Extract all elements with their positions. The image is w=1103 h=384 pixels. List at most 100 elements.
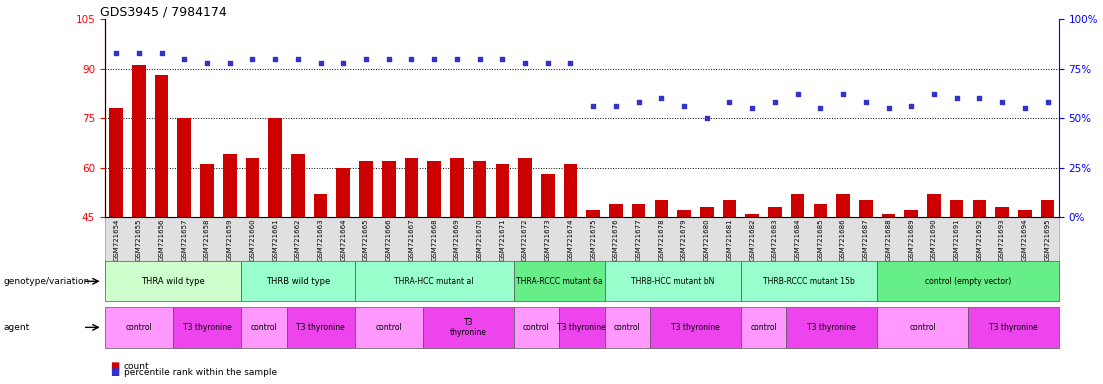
Point	[448, 56, 465, 62]
Bar	[473, 161, 486, 217]
Point	[175, 56, 193, 62]
Bar	[154, 75, 169, 217]
Text: T3 thyronine: T3 thyronine	[807, 323, 856, 332]
Point	[880, 105, 898, 111]
Bar	[540, 174, 555, 217]
Point	[720, 99, 738, 105]
Point	[152, 50, 170, 56]
Point	[607, 103, 624, 109]
Text: control: control	[250, 323, 277, 332]
Point	[834, 91, 852, 98]
Bar	[950, 200, 964, 217]
Text: agent: agent	[3, 323, 30, 332]
Text: GDS3945 / 7984174: GDS3945 / 7984174	[100, 5, 227, 18]
Point	[403, 56, 420, 62]
Point	[357, 56, 375, 62]
Text: T3 thyronine: T3 thyronine	[989, 323, 1038, 332]
Bar	[722, 200, 737, 217]
Point	[971, 95, 988, 101]
Text: control: control	[375, 323, 403, 332]
Point	[1039, 99, 1057, 105]
Bar	[791, 194, 804, 217]
Bar	[405, 158, 418, 217]
Point	[107, 50, 125, 56]
Text: ■: ■	[110, 361, 119, 371]
Point	[266, 56, 283, 62]
Bar	[904, 210, 918, 217]
Bar	[677, 210, 690, 217]
Text: control: control	[523, 323, 549, 332]
Point	[675, 103, 693, 109]
Point	[767, 99, 784, 105]
Text: genotype/variation: genotype/variation	[3, 277, 89, 286]
Point	[1016, 105, 1034, 111]
Text: control: control	[614, 323, 641, 332]
Point	[199, 60, 216, 66]
Text: control: control	[909, 323, 936, 332]
Point	[812, 105, 829, 111]
Text: count: count	[124, 362, 149, 371]
Bar	[973, 200, 986, 217]
Bar	[1018, 210, 1031, 217]
Text: percentile rank within the sample: percentile rank within the sample	[124, 369, 277, 377]
Point	[426, 56, 443, 62]
Bar	[881, 214, 896, 217]
Text: ■: ■	[110, 367, 119, 377]
Text: THRB-RCCC mutant 15b: THRB-RCCC mutant 15b	[763, 277, 855, 286]
Bar	[109, 108, 122, 217]
Point	[902, 103, 920, 109]
Bar	[518, 158, 532, 217]
Point	[244, 56, 261, 62]
Bar	[291, 154, 304, 217]
Point	[653, 95, 671, 101]
Text: THRA-HCC mutant al: THRA-HCC mutant al	[395, 277, 474, 286]
Text: T3 thyronine: T3 thyronine	[671, 323, 720, 332]
Point	[947, 95, 965, 101]
Bar	[178, 118, 191, 217]
Text: T3
thyronine: T3 thyronine	[450, 318, 486, 337]
Bar	[859, 200, 872, 217]
Point	[698, 115, 716, 121]
Text: THRB wild type: THRB wild type	[266, 277, 330, 286]
Point	[561, 60, 579, 66]
Text: THRB-HCC mutant bN: THRB-HCC mutant bN	[631, 277, 715, 286]
Bar	[609, 204, 623, 217]
Text: T3 thyronine: T3 thyronine	[557, 323, 607, 332]
Bar	[814, 204, 827, 217]
Point	[130, 50, 148, 56]
Point	[857, 99, 875, 105]
Point	[516, 60, 534, 66]
Point	[789, 91, 806, 98]
Text: T3 thyronine: T3 thyronine	[183, 323, 232, 332]
Text: control: control	[750, 323, 777, 332]
Bar	[246, 158, 259, 217]
Bar	[564, 164, 577, 217]
Bar	[336, 167, 350, 217]
Bar	[268, 118, 282, 217]
Bar	[1041, 200, 1054, 217]
Bar	[654, 200, 668, 217]
Point	[221, 60, 238, 66]
Bar	[587, 210, 600, 217]
Bar	[928, 194, 941, 217]
Point	[630, 99, 647, 105]
Bar	[746, 214, 759, 217]
Bar	[382, 161, 396, 217]
Point	[743, 105, 761, 111]
Bar	[632, 204, 645, 217]
Text: control (empty vector): control (empty vector)	[925, 277, 1011, 286]
Bar	[450, 158, 463, 217]
Point	[585, 103, 602, 109]
Bar	[223, 154, 236, 217]
Bar	[427, 161, 441, 217]
Bar	[768, 207, 782, 217]
Bar	[700, 207, 714, 217]
Point	[539, 60, 557, 66]
Text: control: control	[126, 323, 152, 332]
Bar	[132, 65, 146, 217]
Text: THRA-RCCC mutant 6a: THRA-RCCC mutant 6a	[516, 277, 602, 286]
Bar	[995, 207, 1009, 217]
Bar	[495, 164, 510, 217]
Point	[379, 56, 397, 62]
Point	[334, 60, 352, 66]
